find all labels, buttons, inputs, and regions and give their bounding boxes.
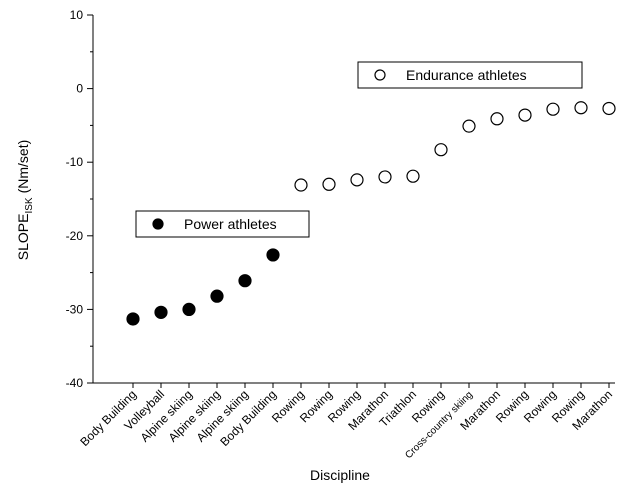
data-point	[490, 112, 504, 126]
data-point	[462, 119, 476, 133]
data-point	[182, 302, 196, 316]
y-tick-label: -40	[66, 376, 84, 390]
data-point	[126, 312, 140, 326]
y-axis-title-unit: (Nm/set)	[15, 140, 31, 194]
data-point	[434, 143, 448, 157]
y-axis-title-main: SLOPE	[15, 214, 31, 261]
data-point	[322, 177, 336, 191]
legend-label: Power athletes	[184, 216, 277, 232]
data-point	[378, 170, 392, 184]
data-point	[574, 101, 588, 115]
legend-box	[357, 61, 583, 89]
data-point	[602, 101, 616, 116]
legend-marker	[152, 218, 164, 230]
data-point	[406, 169, 420, 183]
data-point	[266, 248, 280, 262]
y-tick-label: 10	[70, 8, 84, 22]
y-axis-title: SLOPEISK (Nm/set)	[15, 140, 35, 261]
data-point	[210, 289, 224, 303]
x-axis-title: Discipline	[310, 467, 370, 483]
y-axis-title-sub: ISK	[24, 197, 35, 213]
data-point	[154, 305, 168, 319]
legend-marker	[374, 69, 386, 81]
legend-box	[135, 210, 310, 238]
y-tick-label: -30	[66, 302, 84, 316]
legend-label: Endurance athletes	[406, 67, 527, 83]
y-tick-label: -20	[66, 229, 84, 243]
data-point	[350, 173, 364, 187]
data-point	[518, 108, 532, 122]
data-point	[546, 102, 560, 116]
y-tick-label: 0	[76, 82, 83, 96]
data-point	[238, 274, 252, 288]
y-tick-label: -10	[66, 155, 84, 169]
data-point	[294, 178, 308, 192]
